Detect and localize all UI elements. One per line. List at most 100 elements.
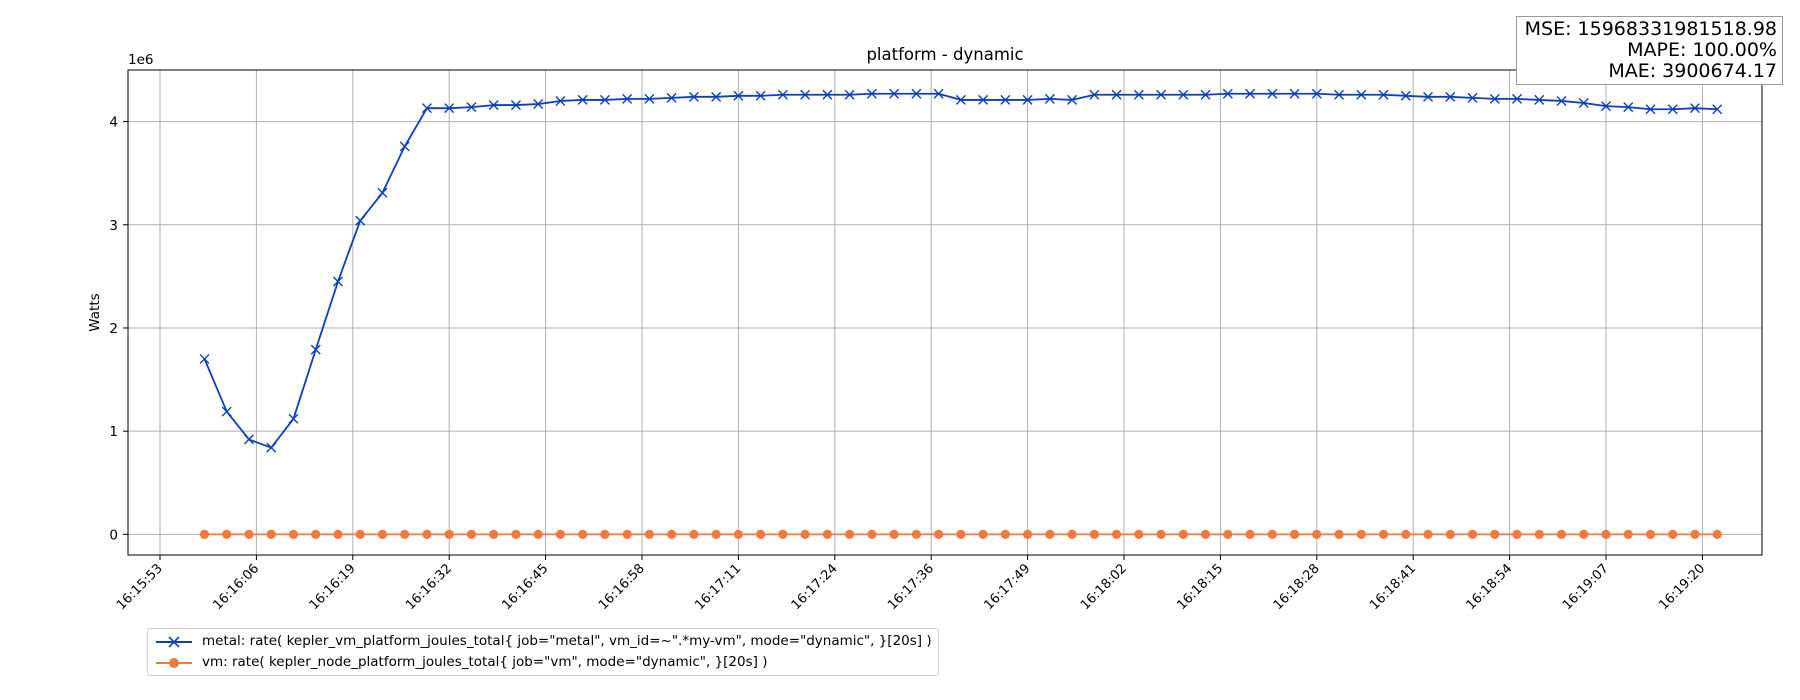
data-point bbox=[1512, 93, 1523, 104]
data-point bbox=[1156, 89, 1167, 100]
data-point bbox=[1667, 104, 1678, 115]
data-point bbox=[444, 103, 455, 114]
data-point bbox=[1156, 529, 1166, 539]
data-point bbox=[1712, 529, 1722, 539]
data-point bbox=[243, 434, 254, 445]
data-point bbox=[1378, 89, 1389, 100]
data-point bbox=[377, 529, 388, 539]
data-point bbox=[711, 91, 722, 102]
data-point bbox=[755, 90, 766, 101]
x-tick-label: 16:19:20 bbox=[1656, 561, 1708, 613]
data-point bbox=[1556, 529, 1567, 539]
data-point bbox=[1111, 529, 1122, 539]
data-point bbox=[1289, 529, 1300, 539]
data-point bbox=[844, 89, 855, 100]
series-line-0 bbox=[203, 92, 1718, 449]
data-point bbox=[867, 529, 877, 539]
data-point bbox=[1623, 529, 1633, 539]
data-point bbox=[1401, 529, 1411, 539]
data-point bbox=[1200, 529, 1211, 539]
data-point bbox=[978, 529, 988, 539]
data-point bbox=[1178, 529, 1188, 539]
data-point bbox=[1267, 88, 1278, 99]
data-point bbox=[1222, 88, 1233, 99]
data-point bbox=[288, 413, 299, 424]
data-point bbox=[533, 529, 543, 539]
x-tick-label: 16:18:28 bbox=[1271, 561, 1323, 613]
data-point bbox=[1111, 89, 1122, 100]
data-point bbox=[1245, 88, 1256, 99]
data-point bbox=[822, 89, 833, 100]
data-point bbox=[666, 92, 677, 103]
data-point bbox=[711, 529, 721, 539]
data-point bbox=[1267, 529, 1277, 539]
grid bbox=[128, 70, 1762, 555]
mse-text: MSE: 15968331981518.98 bbox=[1524, 18, 1777, 40]
data-point bbox=[822, 529, 832, 539]
data-point bbox=[911, 88, 922, 99]
data-point bbox=[1311, 88, 1322, 99]
data-point bbox=[1690, 529, 1700, 539]
data-point bbox=[1489, 93, 1500, 104]
y-tick-label: 2 bbox=[109, 321, 118, 337]
data-point bbox=[1312, 529, 1322, 539]
y-axis-label: Watts bbox=[87, 293, 103, 331]
data-point bbox=[1356, 529, 1366, 539]
data-point bbox=[1445, 91, 1456, 102]
data-point bbox=[288, 529, 299, 539]
data-point bbox=[644, 529, 655, 539]
data-point bbox=[800, 529, 810, 539]
data-point bbox=[555, 529, 566, 539]
data-point bbox=[1467, 92, 1478, 103]
data-point bbox=[1133, 89, 1144, 100]
data-point bbox=[956, 529, 966, 539]
data-point bbox=[622, 529, 632, 539]
data-point bbox=[222, 529, 232, 539]
data-point bbox=[310, 344, 321, 355]
data-point bbox=[1534, 529, 1544, 539]
data-point bbox=[311, 529, 321, 539]
data-point bbox=[199, 529, 210, 539]
data-point bbox=[533, 99, 544, 110]
chart-title: platform - dynamic bbox=[866, 45, 1023, 64]
data-point bbox=[1289, 88, 1300, 99]
data-point bbox=[1223, 529, 1233, 539]
data-point bbox=[1556, 95, 1567, 106]
data-point bbox=[1423, 91, 1434, 102]
data-point bbox=[1067, 94, 1078, 105]
data-point bbox=[444, 529, 454, 539]
x-tick-label: 16:18:02 bbox=[1078, 561, 1130, 613]
data-point bbox=[422, 529, 432, 539]
data-point bbox=[644, 93, 655, 104]
data-point bbox=[333, 529, 343, 539]
x-tick-label: 16:15:53 bbox=[114, 561, 166, 613]
data-point bbox=[866, 88, 877, 99]
data-point bbox=[266, 529, 276, 539]
data-point bbox=[1512, 529, 1522, 539]
labels: 16:15:53 16:16:06 16:16:19 16:16:32 16:16:45… bbox=[87, 45, 1708, 613]
y-tick-label: 4 bbox=[109, 115, 118, 131]
data-point bbox=[689, 529, 699, 539]
data-point bbox=[510, 100, 521, 111]
data-point bbox=[1378, 529, 1389, 539]
x-tick-label: 16:18:41 bbox=[1367, 561, 1419, 613]
mae-text: MAE: 3900674.17 bbox=[1608, 60, 1777, 82]
data-point bbox=[1134, 529, 1144, 539]
data-point bbox=[1356, 89, 1367, 100]
data-point bbox=[1668, 529, 1678, 539]
data-point bbox=[845, 529, 855, 539]
data-point bbox=[1245, 529, 1255, 539]
x-tick-label: 16:18:54 bbox=[1464, 561, 1516, 613]
data-point bbox=[266, 442, 277, 453]
data-point bbox=[1645, 529, 1656, 539]
legend-marker-dot-icon bbox=[156, 657, 192, 668]
data-point bbox=[1623, 102, 1634, 113]
x-tick-label: 16:18:15 bbox=[1174, 561, 1226, 613]
data-point bbox=[1579, 529, 1589, 539]
data-point bbox=[466, 529, 477, 539]
data-point bbox=[511, 529, 521, 539]
data-point bbox=[1445, 529, 1455, 539]
x-tick-label: 16:17:24 bbox=[789, 561, 841, 613]
data-point bbox=[599, 94, 610, 105]
data-point bbox=[1578, 98, 1589, 109]
